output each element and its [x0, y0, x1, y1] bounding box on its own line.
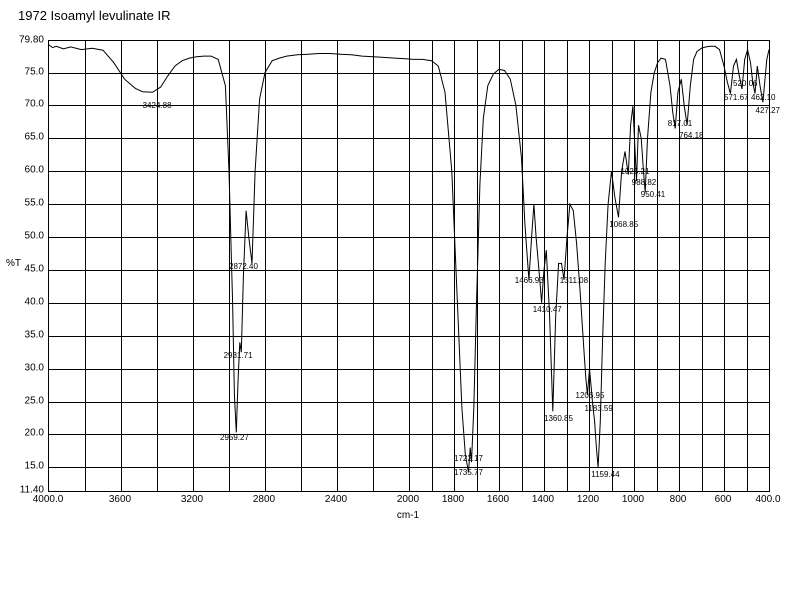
- y-tick-label: 40.0: [25, 296, 44, 307]
- grid-line-v: [477, 41, 478, 491]
- peak-label: 1735.77: [454, 469, 483, 477]
- x-tick-label: 1800: [442, 494, 464, 505]
- grid-line-v: [301, 41, 302, 491]
- peak-label: 1025.21: [621, 168, 650, 176]
- grid-line-v: [634, 41, 635, 491]
- x-tick-label: 3200: [181, 494, 203, 505]
- x-tick-label: 2400: [325, 494, 347, 505]
- y-axis-label: %T: [6, 258, 21, 269]
- peak-label: 571.67: [724, 94, 748, 102]
- grid-line-h: [49, 237, 769, 238]
- y-tick-label: 79.80: [19, 35, 44, 46]
- grid-line-v: [454, 41, 455, 491]
- x-tick-label: 2800: [253, 494, 275, 505]
- peak-label: 2872.40: [229, 263, 258, 271]
- x-axis-label: cm-1: [397, 510, 419, 521]
- x-tick-label: 1400: [532, 494, 554, 505]
- grid-line-v: [193, 41, 194, 491]
- grid-line-v: [747, 41, 748, 491]
- peak-label: 1410.47: [533, 306, 562, 314]
- grid-line-v: [85, 41, 86, 491]
- grid-line-v: [612, 41, 613, 491]
- grid-line-h: [49, 402, 769, 403]
- y-tick-label: 30.0: [25, 362, 44, 373]
- x-tick-label: 1200: [577, 494, 599, 505]
- peak-label: 1183.59: [585, 405, 613, 413]
- grid-line-v: [373, 41, 374, 491]
- ir-spectrum-page: 1972 Isoamyl levulinate IR 3424.88 2959.2…: [0, 0, 800, 600]
- grid-line-v: [432, 41, 433, 491]
- grid-line-h: [49, 434, 769, 435]
- grid-line-v: [724, 41, 725, 491]
- grid-line-v: [265, 41, 266, 491]
- grid-line-v: [679, 41, 680, 491]
- peak-label: 1722.17: [454, 455, 483, 463]
- grid-line-h: [49, 171, 769, 172]
- grid-line-v: [589, 41, 590, 491]
- peak-label: 1466.93: [515, 277, 544, 285]
- x-tick-label: 600: [715, 494, 732, 505]
- grid-line-v: [702, 41, 703, 491]
- grid-line-v: [522, 41, 523, 491]
- peak-label: 817.01: [668, 120, 692, 128]
- peak-label: 427.27: [756, 107, 780, 115]
- peak-label: 950.41: [641, 191, 665, 199]
- page-title: 1972 Isoamyl levulinate IR: [18, 8, 170, 23]
- grid-line-v: [409, 41, 410, 491]
- peak-label: 3424.88: [143, 102, 172, 110]
- y-tick-label: 70.0: [25, 99, 44, 110]
- x-tick-label: 3600: [109, 494, 131, 505]
- grid-line-v: [337, 41, 338, 491]
- grid-line-h: [49, 336, 769, 337]
- x-tick-label: 4000.0: [33, 494, 64, 505]
- grid-line-v: [567, 41, 568, 491]
- peak-label: 1068.85: [609, 221, 638, 229]
- y-tick-label: 55.0: [25, 198, 44, 209]
- x-tick-label: 1000: [622, 494, 644, 505]
- grid-line-h: [49, 73, 769, 74]
- peak-label: 462.10: [751, 94, 775, 102]
- peak-label: 1360.85: [544, 415, 573, 423]
- x-tick-label: 800: [670, 494, 687, 505]
- grid-line-h: [49, 369, 769, 370]
- y-tick-label: 75.0: [25, 66, 44, 77]
- peak-label: 764.18: [679, 132, 703, 140]
- x-tick-label: 400.0: [755, 494, 780, 505]
- grid-line-v: [544, 41, 545, 491]
- peak-label: 520.06: [733, 80, 757, 88]
- y-tick-label: 65.0: [25, 132, 44, 143]
- peak-label: 1206.95: [576, 392, 605, 400]
- grid-line-h: [49, 204, 769, 205]
- plot-region: 3424.88 2959.27 2931.71 2872.40 1735.77 1722.…: [48, 40, 770, 492]
- y-tick-label: 50.0: [25, 231, 44, 242]
- y-tick-label: 25.0: [25, 395, 44, 406]
- grid-line-v: [499, 41, 500, 491]
- grid-line-h: [49, 270, 769, 271]
- chart-area: 3424.88 2959.27 2931.71 2872.40 1735.77 1722.…: [48, 40, 768, 530]
- y-tick-label: 15.0: [25, 461, 44, 472]
- peak-label: 2931.71: [224, 352, 253, 360]
- peak-label: 988.82: [632, 179, 656, 187]
- peak-label: 1159.44: [591, 471, 619, 479]
- grid-line-v: [657, 41, 658, 491]
- peak-label: 1311.08: [560, 277, 588, 285]
- y-tick-label: 20.0: [25, 428, 44, 439]
- peak-label: 2959.27: [220, 434, 249, 442]
- grid-line-v: [121, 41, 122, 491]
- y-tick-label: 60.0: [25, 165, 44, 176]
- grid-line-h: [49, 303, 769, 304]
- x-tick-label: 2000: [397, 494, 419, 505]
- y-tick-label: 35.0: [25, 329, 44, 340]
- grid-line-h: [49, 467, 769, 468]
- grid-line-h: [49, 138, 769, 139]
- y-tick-label: 45.0: [25, 263, 44, 274]
- x-tick-label: 1600: [487, 494, 509, 505]
